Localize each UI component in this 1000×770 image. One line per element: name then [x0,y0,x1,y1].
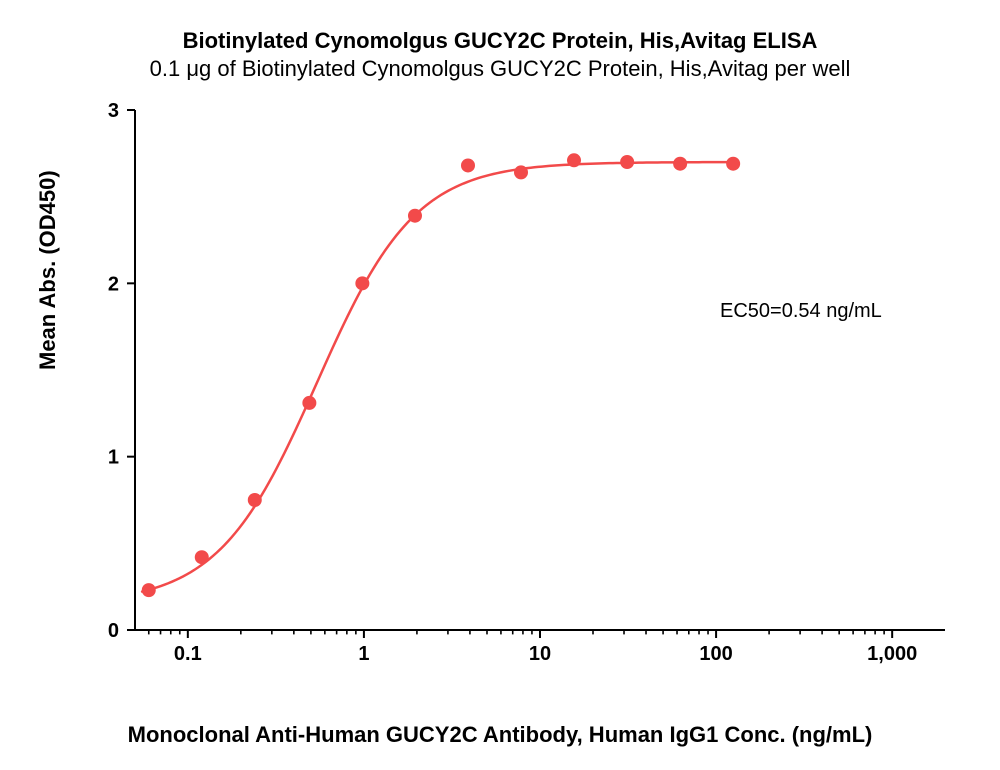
data-point [142,583,156,597]
plot-area: 01230.11101001,000 [135,110,945,630]
y-axis-label: Mean Abs. (OD450) [35,170,61,370]
data-point [195,550,209,564]
fit-curve [142,162,736,591]
y-tick-label: 1 [108,447,119,469]
x-tick-label: 10 [529,643,551,665]
chart-title-sub: 0.1 μg of Biotinylated Cynomolgus GUCY2C… [0,56,1000,82]
chart-title-block: Biotinylated Cynomolgus GUCY2C Protein, … [0,28,1000,82]
x-tick-label: 100 [699,643,732,665]
y-tick-label: 2 [108,273,119,295]
x-axis-label: Monoclonal Anti-Human GUCY2C Antibody, H… [0,722,1000,748]
data-point [726,157,740,171]
chart-title-main: Biotinylated Cynomolgus GUCY2C Protein, … [0,28,1000,54]
x-tick-label: 1 [358,643,369,665]
data-point [567,153,581,167]
data-point [355,276,369,290]
elisa-chart: Biotinylated Cynomolgus GUCY2C Protein, … [0,0,1000,770]
y-tick-label: 0 [108,620,119,642]
data-point [408,209,422,223]
data-point [248,493,262,507]
data-point [514,165,528,179]
data-point [302,396,316,410]
data-point [620,155,634,169]
y-tick-label: 3 [108,100,119,122]
data-point [673,157,687,171]
x-tick-label: 1,000 [867,643,917,665]
plot-svg: 01230.11101001,000 [135,110,945,670]
data-point [461,158,475,172]
x-tick-label: 0.1 [174,643,202,665]
